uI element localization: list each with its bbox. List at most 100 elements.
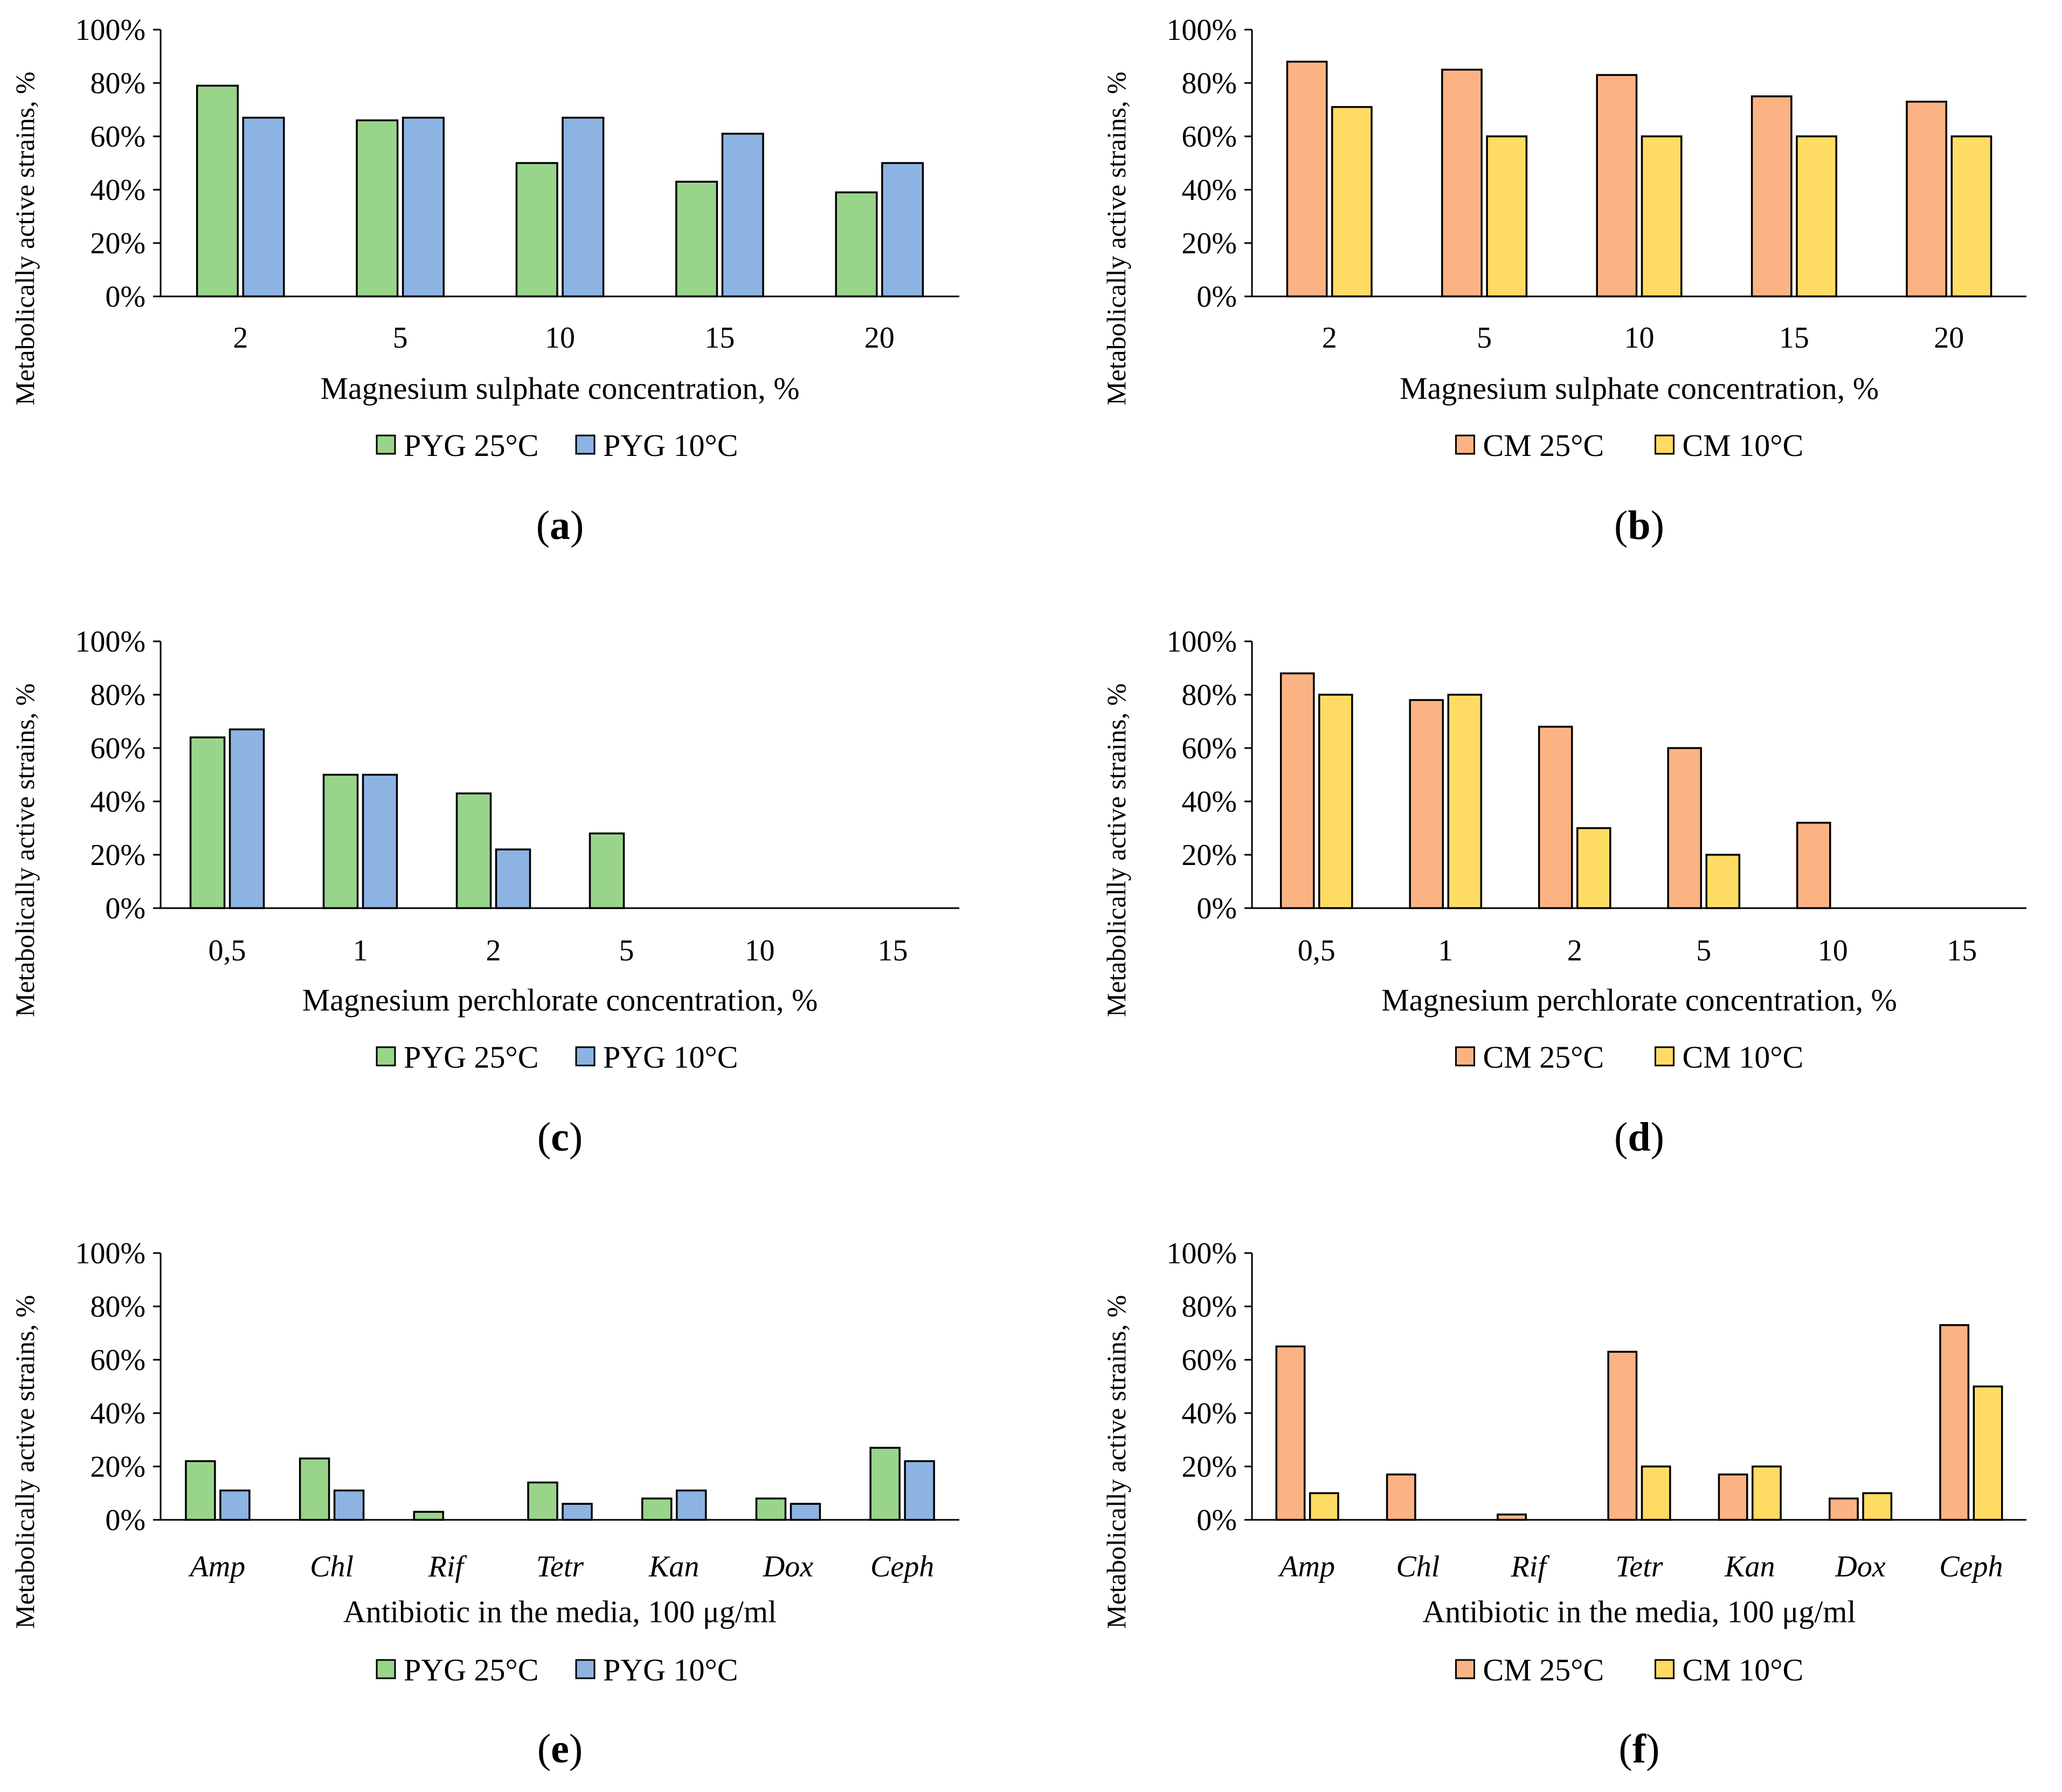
legend-swatch-CM-25-C [1455, 434, 1475, 455]
x-tick-label: Tetr [536, 1550, 584, 1583]
x-tick-label: Dox [763, 1550, 813, 1583]
y-tick-label: 20% [1181, 227, 1237, 260]
y-tick-label: 0% [1196, 1504, 1237, 1537]
legend-swatch-CM-25-C [1455, 1046, 1475, 1067]
legend-swatch-CM-10-C [1655, 1659, 1674, 1679]
bar-5-CM-25-C [1667, 747, 1702, 909]
bar-2-PYG-25-C [196, 85, 239, 297]
legend: CM 25°C CM 10°C [1455, 1040, 1804, 1075]
bar-Rif-PYG-25-C [413, 1511, 445, 1521]
legend-label: CM 10°C [1683, 428, 1804, 463]
x-tick-label: 15 [878, 934, 908, 967]
x-tick-label: Amp [1277, 1550, 1335, 1583]
panel-caption: (a) [536, 503, 584, 548]
x-tick-label: Tetr [1615, 1550, 1663, 1583]
bar-20-PYG-10-C [881, 162, 924, 297]
bar-5-CM-25-C [1441, 68, 1483, 297]
bar-15-PYG-25-C [675, 181, 718, 297]
legend: CM 25°C CM 10°C [1455, 428, 1804, 463]
bar-5-PYG-10-C [402, 116, 445, 297]
bar-1-CM-25-C [1409, 699, 1444, 909]
panel-caption: (b) [1614, 503, 1664, 548]
x-tick-label: Kan [1724, 1550, 1775, 1583]
bar-Amp-PYG-10-C [219, 1489, 251, 1521]
legend: CM 25°C CM 10°C [1455, 1652, 1803, 1687]
bar-20-PYG-25-C [835, 191, 878, 297]
panel-caption-open: ( [1614, 1115, 1628, 1160]
legend-label: CM 10°C [1683, 1040, 1804, 1075]
x-tick-label: 2 [1322, 321, 1337, 355]
y-tick-label: 40% [1181, 1397, 1237, 1430]
x-tick-label: 5 [1696, 934, 1711, 967]
y-tick-label: 100% [75, 13, 146, 47]
y-axis-label: Metabolically active strains, % [1101, 72, 1131, 405]
bar-1-PYG-25-C [322, 773, 359, 909]
y-tick-label: 100% [75, 1237, 146, 1270]
x-axis-label: Antibiotic in the media, 100 μg/ml [1422, 1594, 1856, 1629]
bar-Amp-CM-10-C [1309, 1492, 1339, 1521]
panel-caption-open: ( [536, 503, 550, 548]
y-tick-label: 100% [1166, 13, 1237, 47]
bar-Chl-PYG-10-C [333, 1489, 365, 1521]
panel-caption-letter: c [551, 1115, 569, 1160]
y-tick-label: 80% [1181, 67, 1237, 100]
panel-caption-close: ) [569, 1115, 583, 1160]
y-axis-label: Metabolically active strains, % [1101, 1295, 1131, 1629]
panel-caption-letter: a [550, 503, 570, 548]
chart-panel-b: 0% 20% 40% 60% 80% 100% 2 5 10 15 20 Magnesium sulp… [1101, 13, 2026, 548]
x-tick-label: 0,5 [1298, 934, 1336, 967]
panel-caption-open: ( [537, 1726, 551, 1772]
x-tick-label: 5 [619, 934, 634, 967]
panel-caption-open: ( [1619, 1726, 1632, 1772]
bar-Kan-PYG-25-C [641, 1497, 673, 1521]
legend-label: PYG 25°C [404, 1040, 538, 1075]
bar-Tetr-CM-25-C [1607, 1351, 1638, 1521]
y-axis-label: Metabolically active strains, % [10, 72, 40, 405]
y-tick-label: 60% [90, 1344, 146, 1377]
legend-swatch-PYG-25-C [376, 1046, 396, 1067]
bar-0,5-CM-25-C [1279, 672, 1315, 909]
bar-Amp-PYG-25-C [185, 1460, 216, 1521]
y-tick-label: 80% [1181, 679, 1237, 712]
bar-2-CM-25-C [1286, 60, 1328, 297]
bar-Kan-CM-10-C [1752, 1465, 1782, 1521]
x-tick-label: Chl [310, 1550, 354, 1583]
bar-Chl-CM-25-C [1386, 1473, 1416, 1521]
legend-label: PYG 10°C [603, 428, 738, 463]
y-tick-label: 80% [90, 679, 146, 712]
bar-2-CM-10-C [1331, 106, 1373, 297]
legend-swatch-PYG-25-C [376, 434, 396, 455]
panel-caption-open: ( [1614, 503, 1628, 548]
y-tick-label: 0% [1196, 280, 1237, 314]
legend-swatch-CM-25-C [1455, 1659, 1475, 1679]
x-tick-label: Kan [648, 1550, 699, 1583]
x-tick-label: Chl [1396, 1550, 1440, 1583]
y-tick-label: 100% [75, 625, 146, 659]
y-axis-label: Metabolically active strains, % [1101, 683, 1131, 1017]
bar-Kan-PYG-10-C [675, 1489, 707, 1521]
x-tick-label: 10 [745, 934, 775, 967]
x-tick-label: 2 [1567, 934, 1582, 967]
x-tick-label: 15 [1947, 934, 1977, 967]
bar-0,5-CM-10-C [1318, 694, 1353, 909]
chart-panel-a: 0% 20% 40% 60% 80% 100% 2 5 10 15 20 Magnesium sulp… [10, 13, 959, 548]
legend-label: CM 25°C [1483, 1040, 1604, 1075]
x-tick-label: 10 [545, 321, 575, 355]
bar-5-PYG-25-C [589, 832, 625, 909]
bar-Ceph-PYG-10-C [904, 1460, 935, 1521]
bar-Ceph-PYG-25-C [869, 1447, 901, 1521]
chart-panel-c: 0% 20% 40% 60% 80% 100% 0,5 1 2 5 10 15 Magnesium pe… [10, 625, 959, 1160]
legend-label: PYG 10°C [603, 1040, 738, 1075]
panel-caption-close: ) [1651, 503, 1664, 548]
panel-caption-close: ) [1651, 1115, 1664, 1160]
legend-swatch-PYG-10-C [575, 434, 596, 455]
legend-swatch-PYG-10-C [575, 1046, 596, 1067]
bar-10-PYG-10-C [562, 116, 605, 297]
y-tick-label: 60% [1181, 732, 1237, 765]
bar-Chl-PYG-25-C [299, 1457, 330, 1521]
panel-caption-close: ) [570, 503, 584, 548]
bar-2-PYG-25-C [455, 792, 492, 909]
legend: PYG 25°C PYG 10°C [376, 1652, 738, 1687]
x-tick-label: Ceph [870, 1550, 934, 1583]
bar-Tetr-PYG-10-C [562, 1503, 593, 1521]
